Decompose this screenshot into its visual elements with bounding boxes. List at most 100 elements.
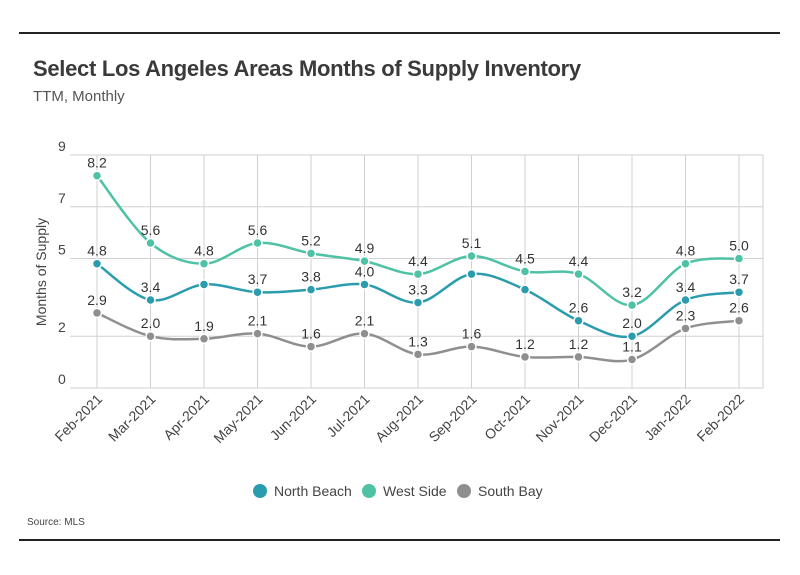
data-point (305, 341, 317, 352)
data-label: 2.1 (355, 313, 375, 329)
data-point (519, 284, 531, 295)
source-note: Source: MLS (27, 517, 85, 528)
data-point (466, 268, 477, 280)
chart-title: Select Los Angeles Areas Months of Suppl… (33, 56, 581, 81)
data-label: 5.1 (462, 235, 482, 251)
data-label: 1.6 (462, 326, 482, 342)
x-tick-label: Oct-2021 (481, 391, 533, 443)
legend-label: South Bay (478, 483, 543, 499)
data-label: 1.3 (408, 333, 428, 349)
x-tick-label: Nov-2021 (532, 391, 586, 445)
data-point (466, 250, 477, 262)
data-point (680, 323, 691, 334)
data-point (733, 286, 745, 298)
data-label: 3.3 (408, 282, 428, 298)
legend-label: North Beach (274, 483, 352, 499)
legend-marker (253, 484, 267, 498)
data-point (733, 253, 745, 264)
data-point (626, 354, 638, 365)
y-axis-label: Months of Supply (33, 218, 49, 326)
data-point (519, 266, 531, 277)
data-point (412, 268, 424, 280)
data-label: 1.2 (569, 336, 589, 352)
y-tick-label: 2 (58, 319, 66, 335)
data-label: 3.4 (141, 279, 161, 295)
data-point (145, 237, 156, 249)
legend-marker (362, 484, 376, 498)
data-label: 5.0 (729, 238, 749, 254)
data-label: 2.3 (676, 307, 696, 323)
data-point (305, 284, 317, 295)
data-point (359, 328, 370, 339)
x-tick-label: Sep-2021 (425, 391, 479, 445)
y-tick-label: 5 (58, 242, 66, 258)
x-tick-label: Mar-2021 (105, 391, 159, 445)
legend-label: West Side (383, 483, 447, 499)
data-point (305, 248, 317, 259)
data-label: 1.2 (515, 336, 535, 352)
data-point (519, 351, 531, 363)
data-label: 4.9 (355, 240, 375, 256)
data-point (573, 268, 584, 280)
data-label: 5.2 (301, 232, 321, 248)
data-label: 1.9 (194, 318, 214, 334)
x-tick-label: Feb-2021 (51, 391, 105, 445)
data-label: 2.6 (729, 300, 749, 316)
data-label: 8.2 (87, 155, 107, 171)
data-point (466, 341, 477, 352)
data-point (412, 297, 424, 308)
data-point (680, 294, 691, 306)
data-point (91, 307, 103, 319)
data-label: 5.6 (248, 222, 268, 238)
x-tick-label: Apr-2021 (160, 391, 212, 443)
y-tick-label: 9 (58, 138, 66, 154)
data-point (626, 299, 638, 311)
x-tick-label: Aug-2021 (372, 391, 426, 445)
data-point (626, 330, 638, 342)
data-point (252, 286, 263, 298)
y-tick-label: 0 (58, 371, 66, 387)
data-label: 2.6 (569, 300, 589, 316)
data-point (359, 255, 370, 267)
data-label: 1.6 (301, 326, 321, 342)
x-tick-label: May-2021 (210, 391, 265, 446)
data-point (733, 315, 745, 326)
data-label: 2.9 (87, 292, 107, 308)
x-tick-label: Jan-2022 (641, 391, 694, 444)
chart-subtitle: TTM, Monthly (33, 88, 125, 105)
data-label: 3.7 (729, 271, 749, 287)
top-rule (19, 32, 780, 34)
data-point (680, 258, 691, 269)
data-point (145, 294, 156, 306)
data-label: 5.6 (141, 222, 161, 238)
x-tick-label: Feb-2022 (693, 391, 747, 445)
data-point (91, 170, 103, 181)
data-point (412, 349, 424, 360)
data-label: 4.8 (194, 243, 214, 259)
data-label: 3.4 (676, 279, 696, 295)
data-label: 4.4 (569, 253, 589, 269)
data-label: 4.4 (408, 253, 428, 269)
data-point (573, 351, 584, 363)
data-point (252, 237, 263, 249)
data-point (198, 258, 210, 269)
x-tick-label: Dec-2021 (586, 391, 640, 445)
legend-marker (457, 484, 471, 498)
data-point (573, 315, 584, 326)
data-label: 3.8 (301, 269, 321, 285)
data-label: 3.7 (248, 271, 268, 287)
y-tick-label: 7 (58, 190, 66, 206)
data-label: 2.0 (141, 315, 161, 331)
data-point (198, 333, 210, 345)
data-point (145, 330, 156, 342)
data-label: 3.2 (622, 284, 642, 300)
data-point (252, 328, 263, 339)
data-label: 4.8 (676, 243, 696, 259)
data-point (198, 279, 210, 290)
data-point (91, 258, 103, 269)
data-label: 2.1 (248, 313, 268, 329)
data-point (359, 279, 370, 290)
data-label: 4.0 (355, 263, 375, 279)
x-tick-label: Jul-2021 (323, 391, 372, 440)
